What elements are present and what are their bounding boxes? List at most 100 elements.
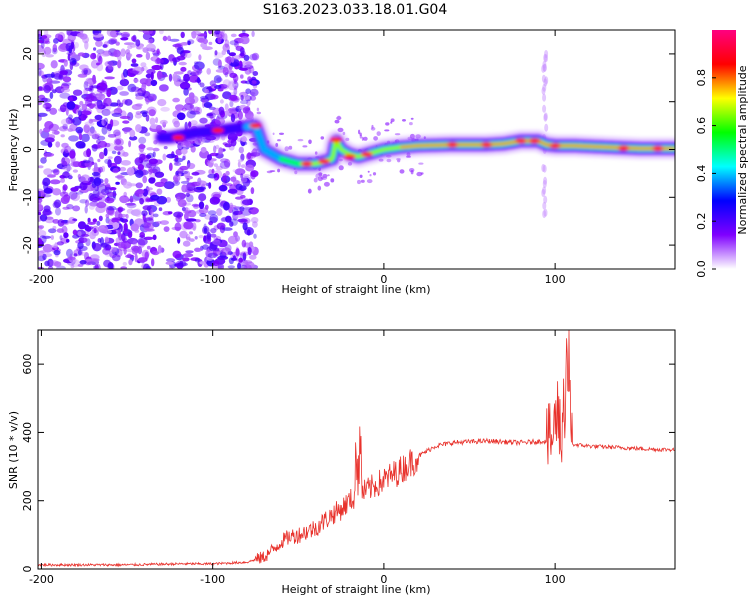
noise-blob: [78, 133, 83, 141]
noise-blob: [114, 131, 122, 140]
noise-blob: [206, 160, 215, 167]
noise-blob: [159, 84, 169, 92]
noise-blob: [109, 187, 117, 191]
noise-blob: [243, 54, 250, 62]
noise-blob: [242, 136, 247, 143]
noise-blob: [152, 94, 157, 102]
noise-blob: [183, 87, 189, 96]
noise-blob: [242, 207, 254, 211]
noise-blob: [92, 189, 100, 198]
noise-blob: [543, 195, 548, 204]
noise-blob: [244, 64, 254, 70]
noise-blob: [38, 39, 44, 44]
noise-blob: [38, 86, 43, 91]
noise-blob: [79, 188, 89, 193]
noise-blob: [357, 179, 361, 185]
noise-blob: [250, 171, 256, 180]
noise-blob: [148, 166, 153, 175]
noise-blob: [43, 102, 52, 110]
noise-blob: [52, 47, 58, 55]
noise-blob: [42, 104, 46, 108]
noise-blob: [160, 106, 170, 112]
noise-blob: [101, 126, 108, 135]
noise-blob: [183, 103, 195, 111]
y-tick-label: 0: [21, 146, 34, 153]
noise-blob: [219, 161, 231, 169]
snr-y-axis-label: SNR (10 * v/v): [7, 411, 20, 489]
noise-blob: [223, 201, 230, 211]
noise-blob: [235, 258, 239, 262]
noise-blob: [123, 181, 133, 189]
noise-blob: [180, 180, 190, 184]
noise-blob: [93, 47, 97, 51]
noise-blob: [83, 236, 88, 243]
noise-blob: [143, 222, 154, 231]
noise-blob: [85, 93, 95, 103]
noise-blob: [390, 118, 395, 122]
noise-blob: [73, 253, 78, 257]
ridge-hotspot: [617, 145, 630, 151]
noise-blob: [198, 193, 207, 202]
noise-blob: [128, 140, 132, 148]
noise-blob: [224, 103, 229, 111]
noise-blob: [361, 136, 364, 141]
noise-blob: [185, 236, 191, 240]
noise-blob: [63, 232, 69, 239]
noise-blob: [335, 116, 342, 120]
noise-blob: [216, 77, 223, 83]
noise-blob: [198, 68, 203, 72]
noise-blob: [102, 44, 108, 48]
noise-blob: [543, 113, 548, 122]
noise-blob: [117, 53, 122, 61]
noise-blob: [40, 157, 47, 164]
noise-blob: [134, 208, 142, 218]
noise-blob: [177, 237, 181, 244]
spectrogram-ridge: [154, 114, 675, 175]
noise-blob: [385, 122, 390, 126]
noise-blob: [122, 120, 130, 124]
noise-blob: [241, 199, 253, 206]
noise-blob: [136, 54, 143, 58]
noise-blob: [214, 34, 221, 38]
noise-blob: [252, 221, 258, 228]
noise-blob: [148, 109, 156, 117]
noise-blob: [115, 181, 120, 185]
noise-blob: [123, 68, 128, 78]
noise-blob: [137, 164, 144, 171]
noise-blob: [242, 107, 249, 114]
x-tick-label: -100: [200, 573, 225, 586]
noise-blob: [140, 62, 147, 68]
noise-blob: [48, 266, 54, 269]
colorbar-tick-label: 0.6: [695, 117, 708, 135]
noise-blob: [369, 174, 372, 177]
x-tick-label: 0: [380, 573, 387, 586]
noise-blob: [237, 262, 242, 269]
noise-blob: [173, 176, 178, 182]
noise-blob: [214, 50, 218, 56]
noise-blob: [266, 170, 273, 174]
noise-blob: [100, 50, 111, 57]
noise-blob: [96, 220, 101, 226]
noise-blob: [77, 263, 84, 267]
noise-blob: [249, 95, 257, 101]
noise-blob: [38, 62, 45, 70]
noise-blob: [241, 95, 251, 100]
noise-blob: [139, 153, 146, 161]
noise-blob: [163, 181, 175, 190]
noise-blob: [104, 178, 109, 184]
noise-blob: [208, 182, 212, 189]
noise-blob: [38, 237, 43, 246]
noise-blob: [188, 121, 192, 128]
noise-blob: [87, 221, 96, 225]
noise-blob: [135, 124, 142, 133]
noise-blob: [66, 248, 73, 258]
noise-blob: [107, 39, 117, 45]
y-tick-label: 10: [21, 95, 34, 109]
ridge-hotspot: [318, 158, 330, 164]
noise-blob: [72, 161, 82, 168]
noise-blob: [122, 33, 130, 38]
noise-blob: [220, 84, 229, 90]
noise-blob: [233, 87, 238, 96]
noise-blob: [251, 217, 259, 224]
noise-blob: [144, 251, 149, 260]
